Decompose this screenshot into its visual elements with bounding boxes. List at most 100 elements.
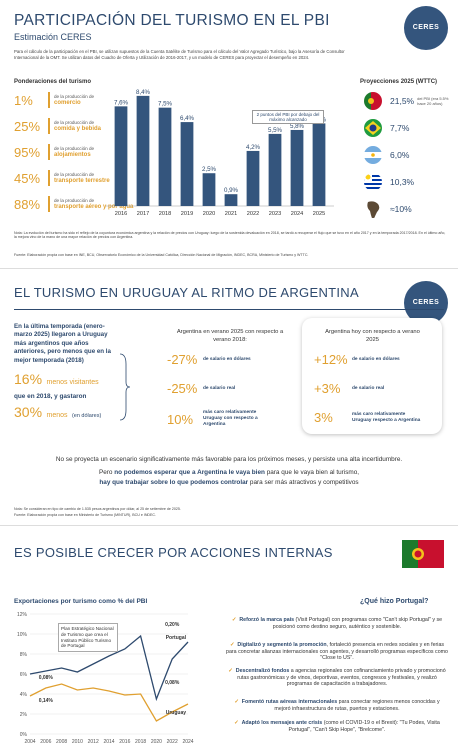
comparison-pct: 3% (314, 410, 333, 425)
section2-fuente: Fuente: Elaboración propia con base en M… (14, 513, 157, 517)
x-tick-label: 2012 (88, 739, 99, 745)
left-mid: que en 2018, y gastaron (14, 393, 87, 401)
x-tick-label: 2024 (291, 211, 303, 217)
proyeccion-value: 10,3% (390, 177, 415, 187)
spend-drop-tail: (en dólares) (71, 413, 102, 420)
bar-value-label: 7,5% (158, 101, 173, 108)
bar-2016 (114, 106, 128, 206)
conclusion-3: hay que trabajar sobre lo que podemos co… (0, 479, 458, 486)
chart-annotation: 0,14% (39, 698, 54, 704)
right-panel (302, 318, 442, 434)
comparison-label: más caro relativamente Uruguay respecto … (352, 411, 421, 423)
bar-2020 (202, 173, 216, 206)
right-title: ¿Qué hizo Portugal? (360, 598, 429, 605)
action-bold: Digitalizó y segmentó la promoción (237, 642, 327, 648)
ponderacion-row: 95% de la producción de alojamientos (14, 140, 94, 164)
comparison-row: 3% más caro relativamente Uruguay respect… (314, 410, 422, 425)
bar-value-label: 6,4% (180, 115, 195, 122)
section1-nota: Nota: La evolución del turismo ha sido e… (14, 231, 446, 240)
uruguay-flag (364, 173, 382, 191)
proyecciones-title: Proyecciones 2025 (WTTC) (360, 79, 438, 85)
right-head: Argentina hoy con respecto a verano 2025 (325, 329, 420, 343)
check-icon: ✓ (228, 668, 233, 674)
check-icon: ✓ (234, 699, 239, 705)
bar-2021 (224, 194, 238, 206)
ponderacion-bar (48, 92, 50, 108)
comparison-pct: -27% (167, 352, 198, 367)
portugal-action-item: ✓ Reforzó la marca país (Visit Portugal) … (226, 617, 448, 630)
action-bold: Reforzó la marca país (239, 617, 295, 623)
ponderacion-text: de la producción de alojamientos (54, 146, 94, 158)
bar-2022 (246, 150, 260, 206)
y-tick-label: 6% (20, 672, 28, 678)
ponderacion-pct: 1% (14, 92, 33, 108)
ponderaciones-title: Ponderaciones del turismo (14, 79, 92, 85)
comparison-label: de salario en dólares (352, 356, 400, 362)
ponderacion-pre: de la producción de (54, 119, 95, 125)
export-chart-title: Exportaciones por turismo como % del PBI (14, 598, 148, 605)
chart-annotation: 0,08% (39, 675, 54, 681)
ponderacion-bar (48, 144, 50, 160)
x-tick-label: 2022 (167, 739, 178, 745)
series-line-portugal (29, 634, 189, 702)
ponderacion-row: 88% de la producción de transporte aéreo y… (14, 192, 133, 216)
ponderacion-text: de la producción de comercio (54, 94, 94, 106)
ponderacion-text: de la producción de transporte aéreo y po… (54, 198, 133, 210)
ponderacion-bar (48, 118, 50, 134)
bar-value-label: 5,8% (290, 123, 305, 130)
comparison-pct: -25% (167, 381, 198, 396)
comparison-pct: +3% (314, 381, 341, 396)
proyeccion-row: 21,5% del PBI (era 5.5% hace 20 años) (364, 92, 457, 110)
action-text: (como el COVID-19 o el Brexit): "Tu Pode… (288, 720, 440, 733)
portugal-action-item: ✓ Digitalizó y segmentó la promoción, for… (226, 642, 448, 662)
ponderacion-pct: 88% (14, 196, 41, 212)
proyeccion-value: 21,5% (390, 96, 415, 106)
ponderacion-text: de la producción de comida y bebida (54, 120, 101, 132)
ponderacion-pct: 95% (14, 144, 41, 160)
proyeccion-row: 10,3% (364, 173, 414, 191)
x-tick-label: 2016 (115, 211, 127, 217)
ponderacion-label: transporte terrestre (54, 177, 110, 184)
comparison-label: de salario real (203, 385, 236, 391)
bar-2019 (180, 122, 194, 206)
proyeccion-row: 6,0% (364, 146, 409, 164)
x-tick-label: 2017 (137, 211, 149, 217)
action-text: (Visit Portugal) con programas como "Can… (272, 617, 443, 630)
ceres-logo: CERES (404, 6, 448, 50)
x-tick-label: 2023 (269, 211, 281, 217)
comparison-row: +3% de salario real (314, 381, 422, 396)
left-summary-text: En la última temporada (enero-marzo 2025… (14, 323, 111, 364)
bar-2017 (136, 95, 150, 206)
spend-drop-label: menos (46, 412, 68, 420)
bar-value-label: 7,6% (114, 99, 129, 106)
x-tick-label: 2008 (56, 739, 67, 745)
action-bold: Fomentó rutas aéreas internacionales (241, 699, 338, 705)
left-summary: En la última temporada (enero-marzo 2025… (14, 323, 114, 422)
comparison-row: +12% de salario en dólares (314, 352, 422, 367)
section1-subtitle: Estimación CERES (14, 32, 92, 42)
proyeccion-row: ≈10% (364, 200, 412, 218)
action-text: a agencias regionales con cofinanciamien… (237, 668, 446, 688)
series-name-label: Uruguay (166, 710, 187, 716)
comparison-label: de salario real (352, 385, 385, 391)
check-icon: ✓ (234, 720, 239, 726)
conclusion-2a: Pero (98, 469, 115, 476)
ponderacion-text: de la producción de transporte terrestre (54, 172, 110, 184)
divider (0, 268, 458, 269)
bar-value-label: 4,2% (246, 144, 261, 151)
x-tick-label: 2004 (24, 739, 35, 745)
title-underline (14, 309, 444, 310)
comparison-row: 10% más caro relativamente Uruguay con re… (167, 410, 273, 428)
bar-value-label: 8,4% (136, 89, 151, 96)
bar-2024 (290, 129, 304, 206)
y-tick-label: 2% (20, 712, 28, 718)
ponderacion-label: alojamientos (54, 151, 91, 158)
comparison-pct: 10% (167, 411, 194, 427)
ponderacion-row: 45% de la producción de transporte terrest… (14, 166, 110, 190)
x-tick-label: 2021 (225, 211, 237, 217)
comparison-pct: +12% (314, 352, 348, 367)
conclusion-1: No se proyecta un escenario significativ… (55, 456, 403, 463)
x-tick-label: 2014 (103, 739, 114, 745)
x-tick-label: 2022 (247, 211, 259, 217)
ponderacion-bar (48, 196, 50, 212)
